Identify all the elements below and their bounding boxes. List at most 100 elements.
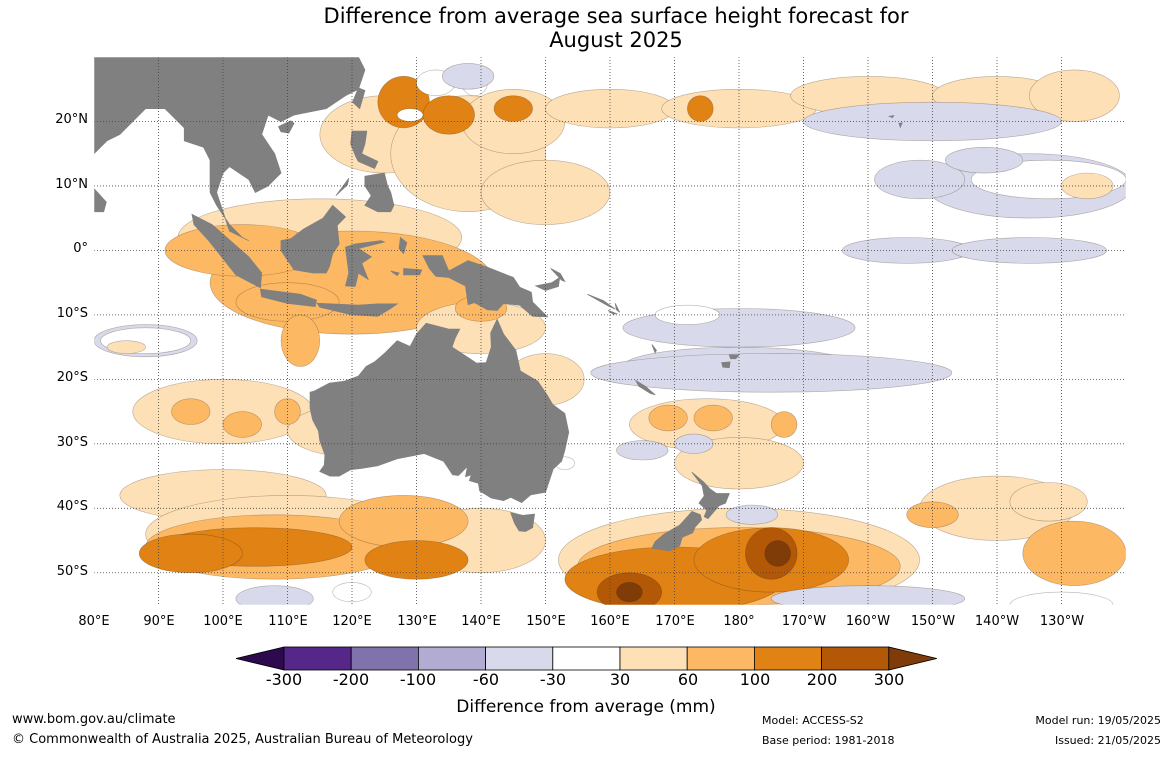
- colorbar-tick: 30: [609, 670, 631, 689]
- land-polygon: [352, 87, 366, 110]
- base-period: Base period: 1981-2018: [762, 734, 895, 747]
- colorbar-tick: -200: [332, 670, 370, 689]
- anomaly-patch: [648, 404, 688, 432]
- lon-label-170w: 170°W: [781, 614, 827, 629]
- lat-label-30s: 30°S: [56, 435, 88, 450]
- issued-date: Issued: 21/05/2025: [1054, 734, 1161, 747]
- lon-label-120e: 120°E: [332, 614, 372, 629]
- land-polygon: [651, 511, 703, 552]
- lon-label-130e: 130°E: [397, 614, 437, 629]
- colorbar-tick: 100: [739, 670, 771, 689]
- lon-label-160w: 160°W: [845, 614, 891, 629]
- anomaly-patch: [222, 411, 262, 438]
- land-polygon: [309, 318, 570, 503]
- land-polygon: [335, 177, 350, 196]
- land-polygon: [350, 130, 379, 170]
- graticule: [94, 57, 1126, 605]
- colorbar-label: Difference from average (mm): [456, 697, 716, 717]
- land-polygon: [259, 288, 317, 307]
- anomaly-patch: [171, 398, 211, 425]
- website-link[interactable]: www.bom.gov.au/climate: [12, 712, 176, 727]
- land-polygon: [550, 268, 566, 283]
- colorbar-tick: 60: [677, 670, 699, 689]
- lon-label-140e: 140°E: [461, 614, 501, 629]
- land-polygon: [390, 270, 400, 277]
- lon-label-150e: 150°E: [526, 614, 566, 629]
- colorbar-arrow-high: [888, 646, 937, 671]
- colorbar-tick: -300: [265, 670, 303, 689]
- colorbar-arrow-low: [235, 646, 285, 671]
- lon-label-100e: 100°E: [203, 614, 243, 629]
- lon-label-180: 180°: [723, 614, 755, 629]
- model-run-date: Model run: 19/05/2025: [1035, 714, 1161, 727]
- lon-label-150w: 150°W: [910, 614, 956, 629]
- land-polygon: [651, 344, 657, 354]
- lon-label-170e: 170°E: [655, 614, 695, 629]
- colorbar: [235, 646, 937, 671]
- anomaly-patch: [235, 585, 314, 605]
- anomaly-patch: [493, 95, 533, 122]
- land-polygon: [422, 255, 549, 318]
- anomaly-patch: [945, 147, 1024, 174]
- land-polygon: [280, 204, 347, 274]
- anomaly-patch: [616, 582, 643, 603]
- colorbar-tick: -60: [472, 670, 500, 689]
- lat-label-50s: 50°S: [56, 564, 88, 579]
- colorbar-tick: -100: [399, 670, 437, 689]
- colorbar-bin: [754, 646, 823, 671]
- land-polygon: [94, 188, 107, 213]
- anomaly-patch: [590, 353, 953, 393]
- colorbar-tick: 200: [806, 670, 838, 689]
- lon-label-130w: 130°W: [1039, 614, 1085, 629]
- land-polygon: [398, 236, 408, 255]
- colorbar-bin: [350, 646, 419, 671]
- colorbar-bin: [283, 646, 352, 671]
- anomaly-patch: [280, 314, 321, 367]
- land-polygon: [403, 268, 423, 276]
- lon-label-80e: 80°E: [78, 614, 110, 629]
- lon-label-110e: 110°E: [268, 614, 308, 629]
- lon-label-160e: 160°E: [590, 614, 630, 629]
- lon-label-90e: 90°E: [143, 614, 175, 629]
- colorbar-tick: -30: [539, 670, 567, 689]
- lat-label-20s: 20°S: [56, 370, 88, 385]
- colorbar-bin: [417, 646, 486, 671]
- land-polygon: [94, 57, 366, 242]
- copyright-text: © Commonwealth of Australia 2025, Austra…: [12, 732, 473, 747]
- anomaly-patch: [674, 433, 714, 454]
- anomaly-patch: [616, 440, 669, 461]
- colorbar-bin: [821, 646, 890, 671]
- land-masses: [94, 57, 903, 552]
- colorbar-bin: [686, 646, 755, 671]
- land-polygon: [634, 379, 656, 396]
- land-polygon: [721, 361, 731, 369]
- lat-label-0: 0°: [73, 241, 88, 256]
- land-polygon: [607, 310, 618, 315]
- lat-label-10s: 10°S: [56, 306, 88, 321]
- anomaly-patch: [1009, 482, 1088, 522]
- land-polygon: [316, 302, 399, 317]
- land-polygon: [614, 303, 621, 313]
- land-polygon: [898, 122, 903, 129]
- sea-surface-height-map: [93, 56, 1127, 606]
- land-polygon: [728, 354, 740, 360]
- land-polygon: [587, 293, 616, 310]
- model-name: Model: ACCESS-S2: [762, 714, 864, 727]
- anomaly-patch: [1029, 69, 1120, 122]
- colorbar-bin: [552, 646, 621, 671]
- colorbar-bin: [619, 646, 688, 671]
- anomaly-patch: [874, 159, 965, 200]
- land-polygon: [364, 172, 395, 213]
- anomaly-patch: [951, 237, 1108, 264]
- anomaly-patch: [106, 340, 146, 354]
- land-polygon: [534, 276, 561, 291]
- lat-label-40s: 40°S: [56, 499, 88, 514]
- lat-label-20n: 20°N: [55, 112, 88, 127]
- lon-label-140w: 140°W: [974, 614, 1020, 629]
- anomaly-patch: [764, 540, 791, 567]
- colorbar-bin: [485, 646, 554, 671]
- land-polygon: [691, 471, 730, 520]
- land-polygon: [277, 120, 295, 134]
- land-polygon: [887, 115, 895, 119]
- land-polygon: [510, 512, 535, 532]
